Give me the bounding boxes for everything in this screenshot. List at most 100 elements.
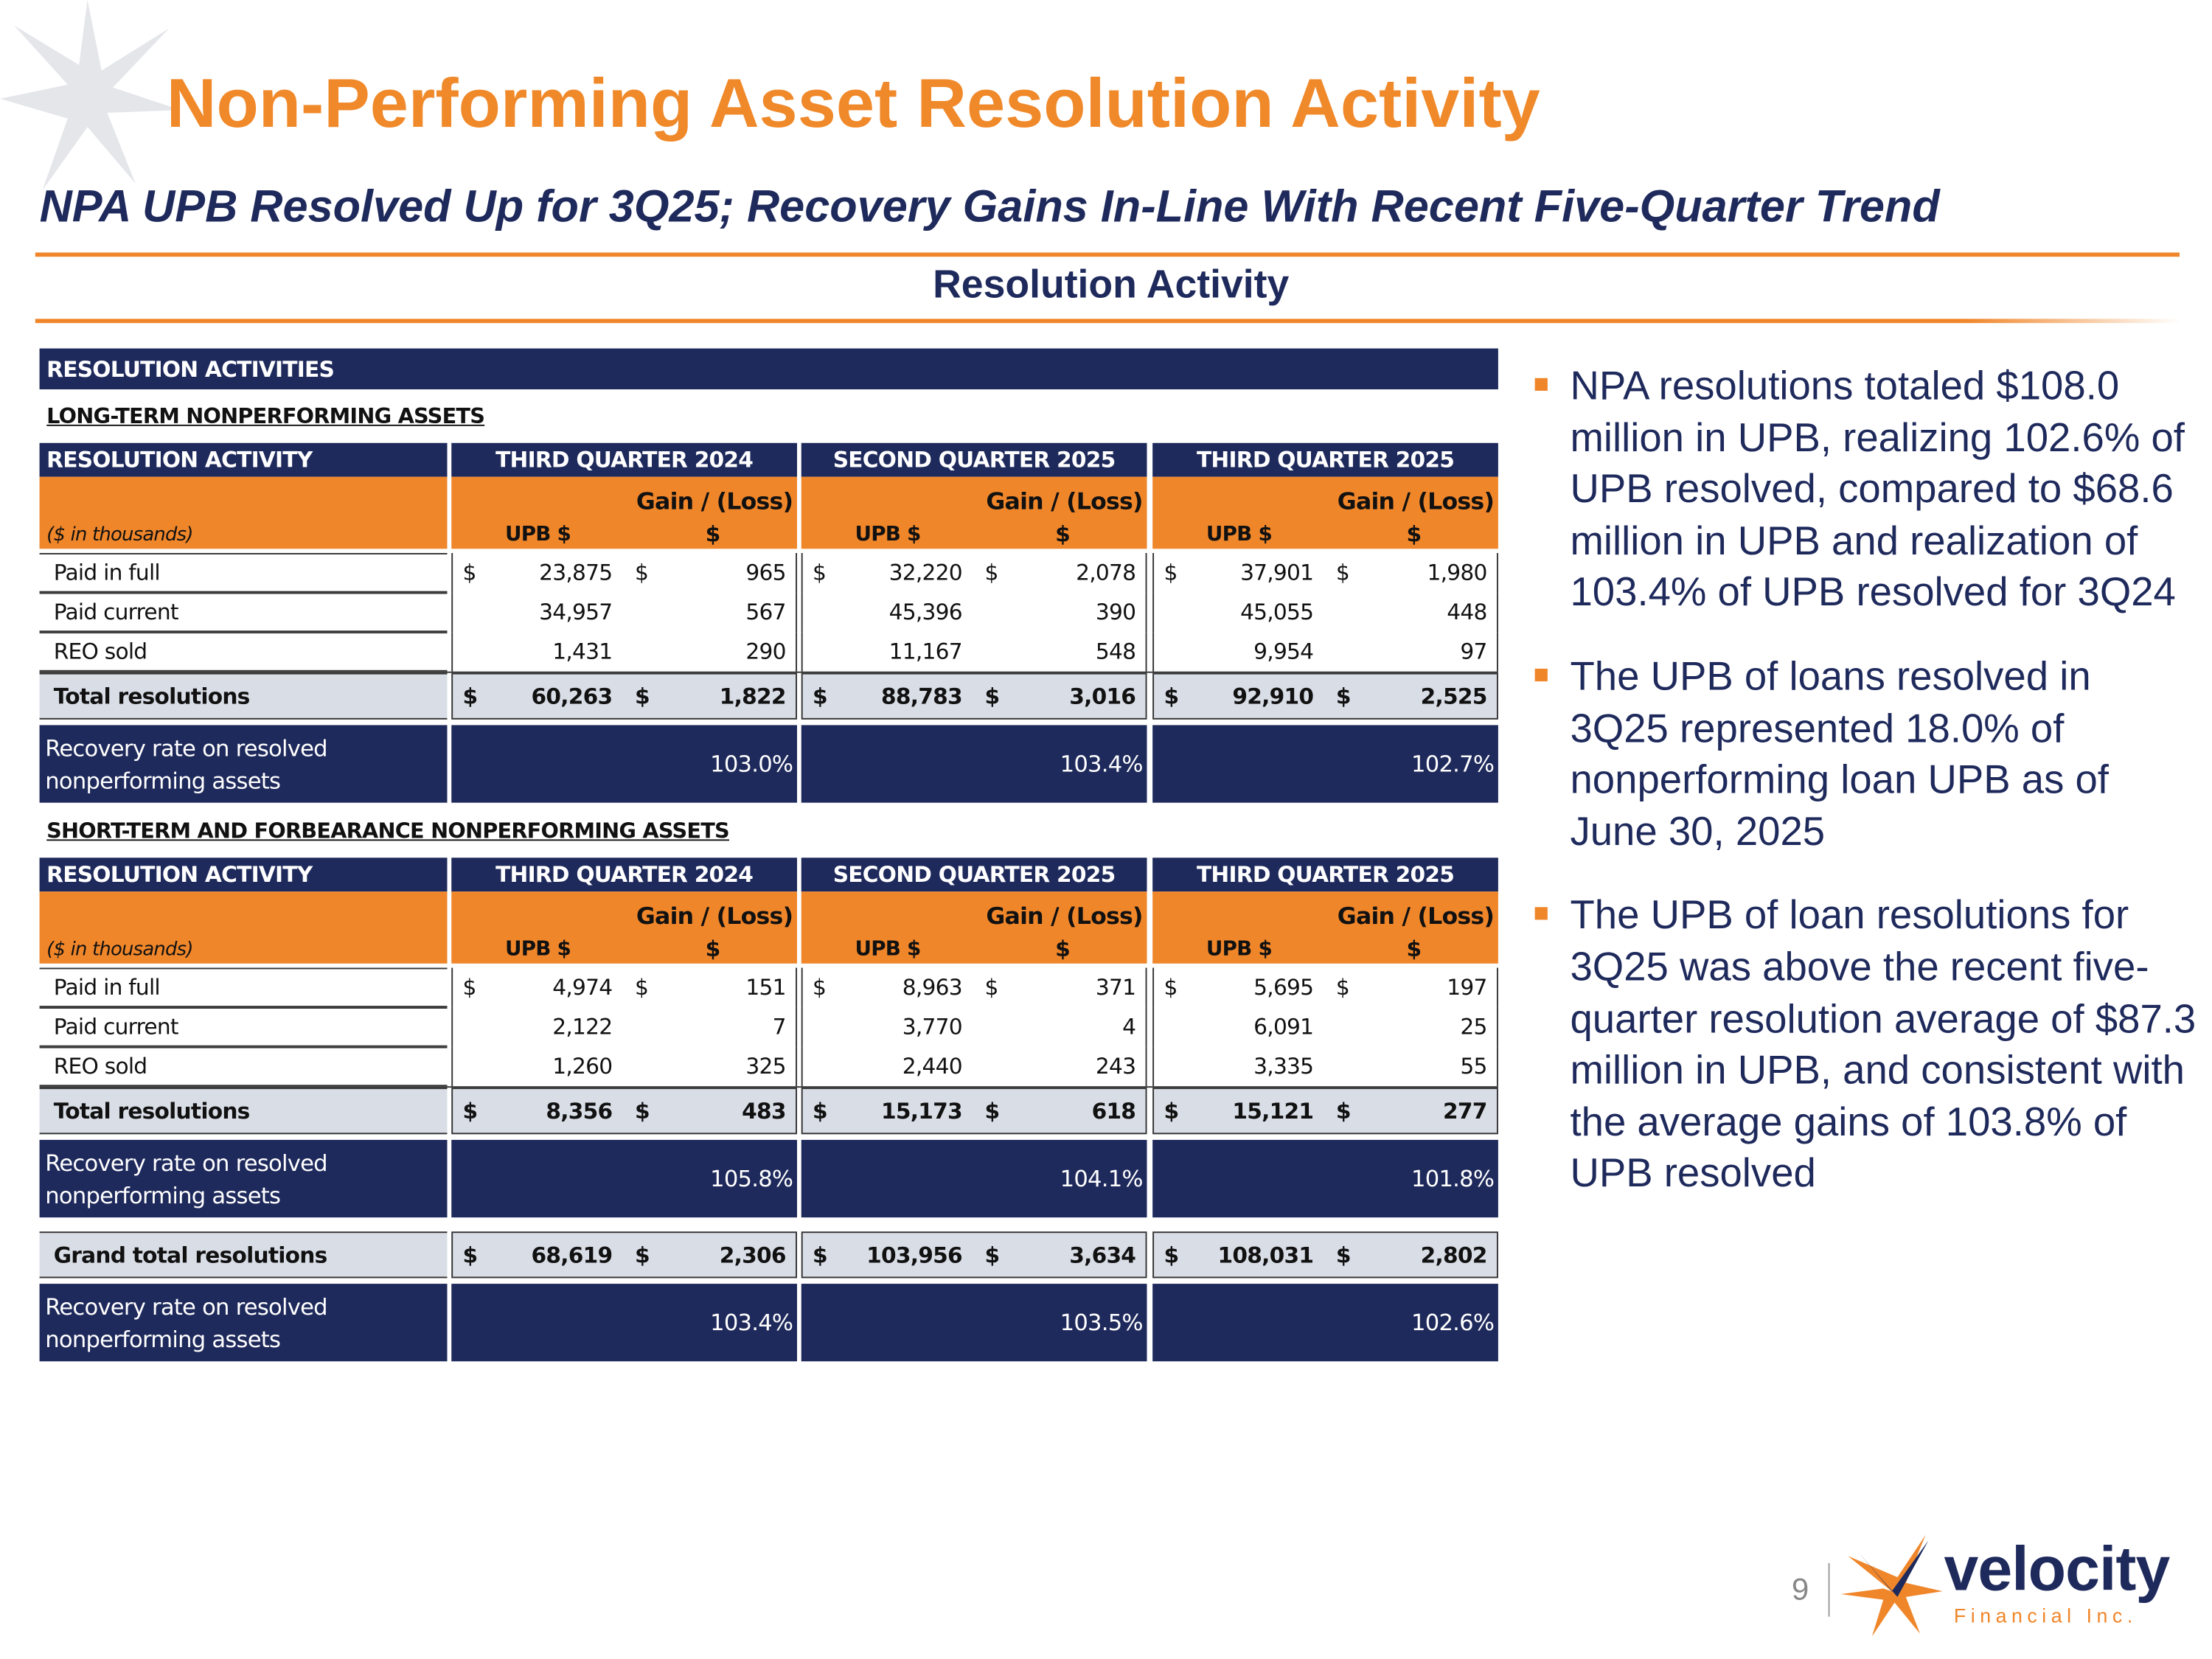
rows-bottom bbox=[39, 1086, 1498, 1088]
bullet: The UPB of loans resolved in 3Q25 repres… bbox=[1534, 652, 2198, 858]
gain-value: 197 bbox=[1447, 975, 1487, 1001]
section-title: Resolution Activity bbox=[933, 262, 1290, 307]
period-header: THIRD QUARTER 2024 bbox=[451, 442, 797, 477]
section-title: LONG-TERM NONPERFORMING ASSETS bbox=[46, 403, 485, 429]
upb-value: 8,356 bbox=[546, 1098, 613, 1124]
upb-value: 8,963 bbox=[902, 975, 962, 1001]
upb-value: 9,954 bbox=[1253, 639, 1314, 665]
gain-value: 3,016 bbox=[1069, 683, 1136, 709]
cell-box bbox=[1152, 967, 1498, 1008]
recovery-label: Recovery rate on resolved nonperforming … bbox=[39, 1139, 448, 1218]
upb-value: 88,783 bbox=[880, 683, 962, 709]
currency: $ bbox=[813, 683, 828, 709]
upb-label: UPB $ bbox=[1206, 523, 1273, 546]
bullet: NPA resolutions totaled $108.0 million i… bbox=[1534, 361, 2198, 619]
gain-value: 243 bbox=[1095, 1054, 1136, 1079]
cell-box bbox=[801, 1046, 1147, 1087]
upb-value: 15,173 bbox=[880, 1098, 962, 1124]
subheader-box bbox=[1152, 891, 1498, 964]
currency: $ bbox=[813, 1098, 828, 1124]
gain-value: 483 bbox=[742, 1098, 786, 1124]
page-number: 9 bbox=[1791, 1571, 1809, 1607]
upb-value: 6,091 bbox=[1253, 1014, 1314, 1040]
divider bbox=[35, 252, 2180, 257]
gain-value: 2,525 bbox=[1420, 683, 1487, 709]
upb-value: 11,167 bbox=[888, 639, 962, 665]
row-label: Paid current bbox=[39, 592, 448, 633]
upb-label: UPB $ bbox=[504, 523, 571, 546]
logo-name: velocity bbox=[1944, 1534, 2170, 1604]
gain-unit: $ bbox=[1406, 936, 1422, 962]
currency: $ bbox=[462, 560, 477, 586]
row-label: REO sold bbox=[39, 1046, 448, 1087]
cell-box bbox=[451, 553, 797, 593]
currency: $ bbox=[1164, 1098, 1179, 1124]
column-header: RESOLUTION ACTIVITY bbox=[39, 442, 448, 477]
currency: $ bbox=[462, 1098, 479, 1124]
currency: $ bbox=[1335, 683, 1352, 709]
gain-unit: $ bbox=[1055, 521, 1071, 548]
upb-value: 60,263 bbox=[531, 683, 613, 709]
upb-value: 1,260 bbox=[552, 1054, 613, 1079]
gain-label: Gain / (Loss) bbox=[636, 902, 793, 929]
recovery-value: 102.6% bbox=[1152, 1284, 1498, 1362]
currency: $ bbox=[1164, 683, 1179, 709]
cell-box bbox=[801, 632, 1147, 672]
gain-unit: $ bbox=[705, 521, 721, 548]
upb-value: 3,335 bbox=[1253, 1054, 1314, 1079]
gain-label: Gain / (Loss) bbox=[636, 487, 793, 515]
period-header: SECOND QUARTER 2025 bbox=[801, 442, 1147, 477]
gain-value: 1,822 bbox=[719, 683, 786, 709]
resolution-table: RESOLUTION ACTIVITIES LONG-TERM NONPERFOR… bbox=[39, 348, 1498, 1362]
gain-label: Gain / (Loss) bbox=[986, 902, 1143, 929]
row-label: Grand total resolutions bbox=[39, 1231, 448, 1279]
period-header: SECOND QUARTER 2025 bbox=[801, 858, 1147, 892]
gain-value: 2,078 bbox=[1076, 560, 1136, 586]
upb-label: UPB $ bbox=[855, 938, 921, 961]
row-label: Total resolutions bbox=[39, 672, 448, 720]
units: ($ in thousands) bbox=[39, 891, 448, 964]
upb-value: 15,121 bbox=[1232, 1098, 1314, 1124]
gain-value: 390 bbox=[1095, 599, 1136, 625]
rows-bottom bbox=[39, 671, 1498, 673]
bullet-list: NPA resolutions totaled $108.0 million i… bbox=[1534, 361, 2198, 1233]
recovery-value: 102.7% bbox=[1152, 725, 1498, 803]
currency: $ bbox=[634, 975, 649, 1001]
subheader-box bbox=[801, 476, 1147, 549]
currency: $ bbox=[462, 1242, 479, 1268]
bullet: The UPB of loan resolutions for 3Q25 was… bbox=[1534, 891, 2198, 1200]
upb-value: 92,910 bbox=[1232, 683, 1314, 709]
cell-box bbox=[451, 1231, 797, 1279]
logo-mark bbox=[1840, 1534, 1943, 1637]
upb-value: 34,957 bbox=[539, 599, 613, 625]
cell-box bbox=[1152, 672, 1498, 720]
cell-box bbox=[801, 1088, 1147, 1135]
currency: $ bbox=[813, 1242, 828, 1268]
cell-box bbox=[801, 1231, 1147, 1279]
currency: $ bbox=[462, 975, 477, 1001]
gain-value: 448 bbox=[1447, 599, 1487, 625]
upb-value: 45,055 bbox=[1240, 599, 1314, 625]
gain-value: 25 bbox=[1460, 1014, 1487, 1040]
upb-value: 45,396 bbox=[888, 599, 962, 625]
currency: $ bbox=[984, 1098, 1000, 1124]
cell-box bbox=[451, 1007, 797, 1047]
row-label: REO sold bbox=[39, 632, 448, 672]
recovery-label: Recovery rate on resolved nonperforming … bbox=[39, 725, 448, 803]
cell-box bbox=[801, 553, 1147, 593]
logo-tagline: Financial Inc. bbox=[1953, 1604, 2138, 1627]
gain-value: 151 bbox=[745, 975, 786, 1001]
subheader-box bbox=[451, 476, 797, 549]
recovery-label: Recovery rate on resolved nonperforming … bbox=[39, 1284, 448, 1362]
gain-value: 3,634 bbox=[1069, 1242, 1136, 1268]
gain-value: 1,980 bbox=[1427, 560, 1487, 586]
currency: $ bbox=[1164, 1242, 1179, 1268]
currency: $ bbox=[462, 683, 479, 709]
title: Non-Performing Asset Resolution Activity bbox=[166, 66, 1540, 143]
units: ($ in thousands) bbox=[39, 476, 448, 549]
cell-box bbox=[451, 632, 797, 672]
subheader-box bbox=[801, 891, 1147, 964]
cell-box bbox=[451, 672, 797, 720]
gain-value: 4 bbox=[1122, 1014, 1136, 1040]
